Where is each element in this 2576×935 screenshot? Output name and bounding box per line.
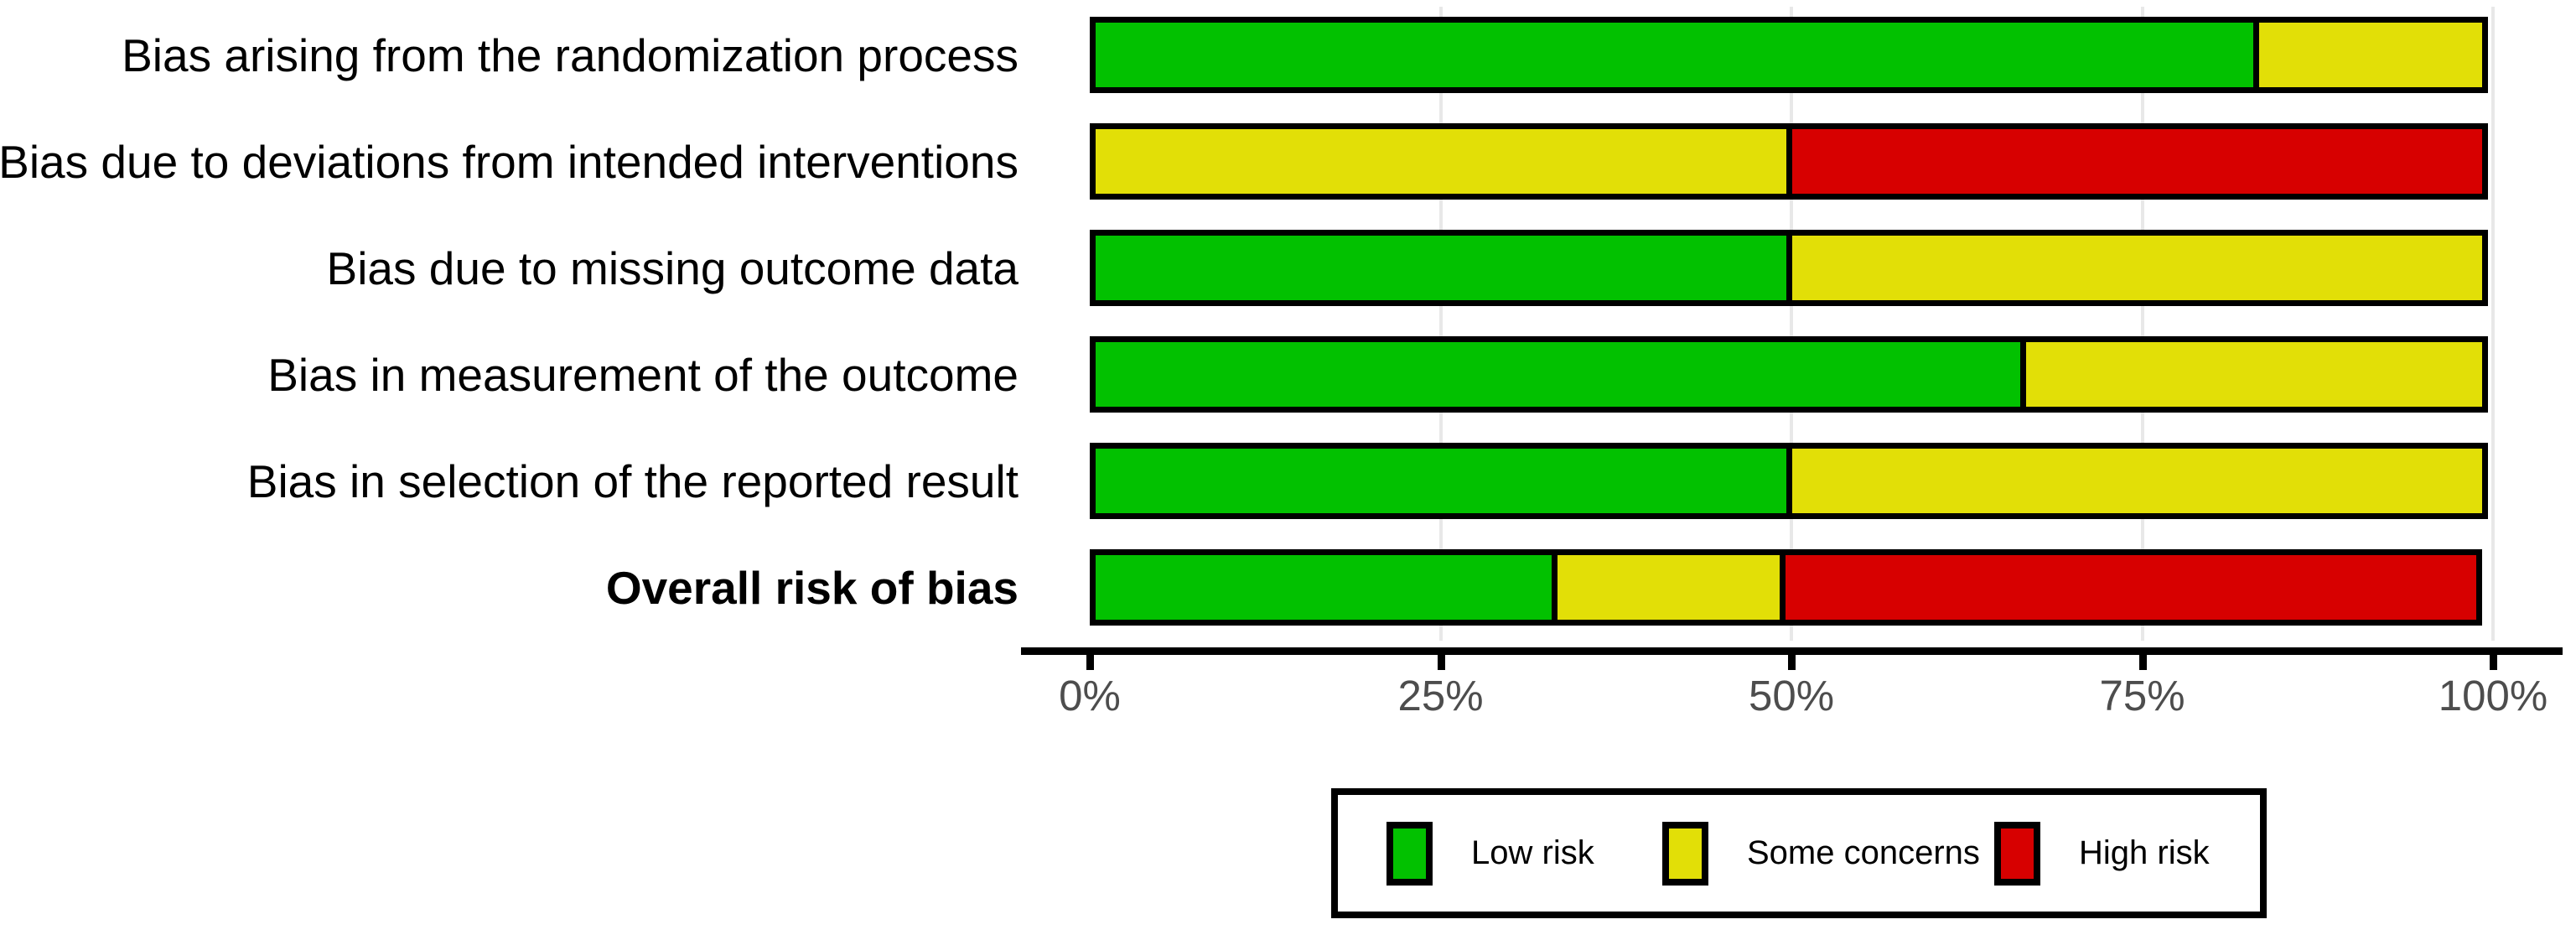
bar-segment-low [1090, 336, 2027, 413]
chart-row: Overall risk of bias [0, 549, 2576, 626]
legend-item-label: High risk [2079, 834, 2210, 871]
stacked-bar [1090, 336, 2494, 413]
x-axis-tick [1788, 647, 1796, 670]
x-axis-tick [2490, 647, 2497, 670]
bar-segment-high [1786, 123, 2488, 200]
bar-segment-low [1090, 549, 1558, 626]
legend-item-label: Low risk [1471, 834, 1594, 871]
x-axis-tick [2138, 647, 2147, 670]
stacked-bar [1090, 17, 2494, 93]
category-label: Bias in selection of the reported result [246, 455, 1018, 507]
legend-item-label: Some concerns [1747, 834, 1980, 871]
bar-segment-some-concerns [1786, 230, 2488, 306]
x-axis-tick-label: 25% [1397, 672, 1484, 719]
bar-segment-some-concerns [2253, 17, 2488, 93]
bar-segment-low [1090, 17, 2260, 93]
bar-segment-some-concerns [1551, 549, 1786, 626]
chart-row: Bias due to missing outcome data [0, 230, 2576, 306]
category-label: Bias in measurement of the outcome [267, 348, 1018, 401]
bar-segment-some-concerns [1786, 443, 2488, 519]
legend-item: Low risk [1386, 821, 1594, 886]
gridline [1438, 7, 1443, 641]
chart-row: Bias due to deviations from intended int… [0, 123, 2576, 200]
bar-segment-low [1090, 230, 1792, 306]
category-label: Bias due to missing outcome data [326, 242, 1018, 294]
stacked-bar [1090, 549, 2494, 626]
legend-swatch-high [1994, 821, 2040, 886]
gridline [2140, 7, 2144, 641]
chart-row: Bias arising from the randomization proc… [0, 17, 2576, 93]
category-label: Bias due to deviations from intended int… [0, 135, 1018, 188]
x-axis-tick-label: 100% [2438, 672, 2548, 719]
x-axis-tick-label: 75% [2099, 672, 2185, 719]
legend-item: Some concerns [1662, 821, 1980, 886]
legend-swatch-low [1386, 821, 1433, 886]
x-axis-tick [1437, 647, 1445, 670]
bar-segment-some-concerns [1090, 123, 1792, 200]
bar-segment-low [1090, 443, 1792, 519]
chart-row: Bias in measurement of the outcome [0, 336, 2576, 413]
legend-item: High risk [1994, 821, 2210, 886]
stacked-bar [1090, 230, 2494, 306]
chart-row: Bias in selection of the reported result [0, 443, 2576, 519]
category-label: Bias arising from the randomization proc… [122, 29, 1018, 81]
stacked-bar [1090, 123, 2494, 200]
category-label: Overall risk of bias [605, 561, 1018, 614]
gridline [2491, 7, 2495, 641]
x-axis-tick-label: 50% [1748, 672, 1835, 719]
bar-segment-some-concerns [2020, 336, 2488, 413]
bar-segment-high [1780, 549, 2482, 626]
x-axis-tick-label: 0% [1059, 672, 1121, 719]
gridline [1790, 7, 1793, 641]
stacked-bar [1090, 443, 2494, 519]
legend-swatch-some-concerns [1662, 821, 1708, 886]
x-axis-tick [1086, 647, 1094, 670]
x-axis-line [1021, 647, 2563, 655]
legend: Low risk Some concerns High risk [1331, 788, 2267, 918]
